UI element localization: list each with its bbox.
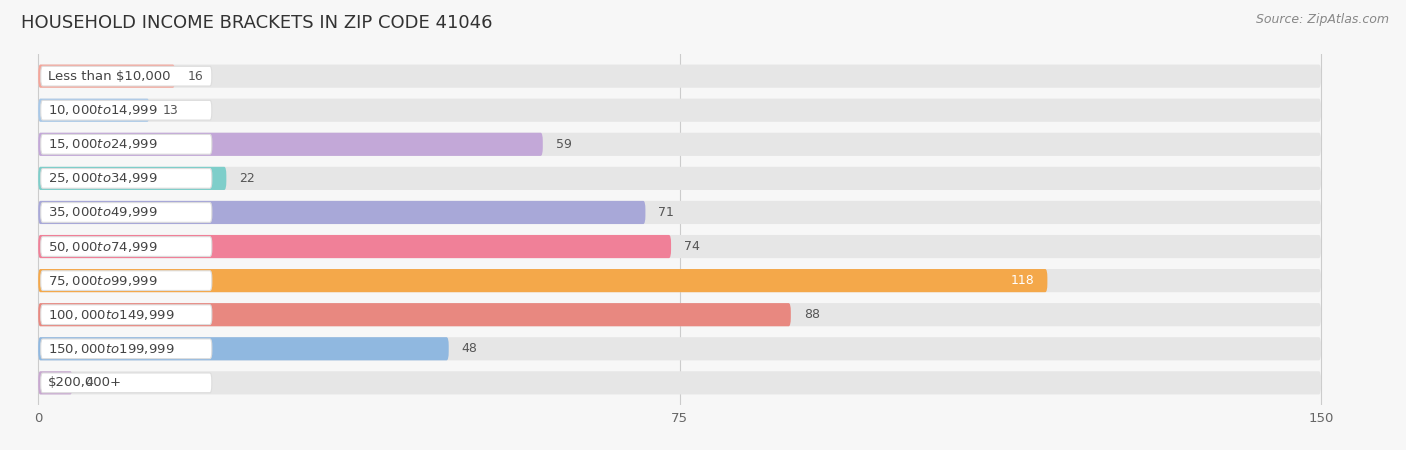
- FancyBboxPatch shape: [38, 337, 449, 360]
- Text: 48: 48: [461, 342, 478, 355]
- FancyBboxPatch shape: [41, 202, 212, 222]
- Text: $25,000 to $34,999: $25,000 to $34,999: [48, 171, 157, 185]
- FancyBboxPatch shape: [38, 64, 174, 88]
- Text: $15,000 to $24,999: $15,000 to $24,999: [48, 137, 157, 151]
- FancyBboxPatch shape: [38, 167, 226, 190]
- Text: 22: 22: [239, 172, 254, 185]
- FancyBboxPatch shape: [38, 303, 1322, 326]
- Text: HOUSEHOLD INCOME BRACKETS IN ZIP CODE 41046: HOUSEHOLD INCOME BRACKETS IN ZIP CODE 41…: [21, 14, 492, 32]
- Text: 88: 88: [804, 308, 820, 321]
- FancyBboxPatch shape: [41, 271, 212, 290]
- FancyBboxPatch shape: [41, 305, 212, 324]
- Text: 13: 13: [162, 104, 179, 117]
- FancyBboxPatch shape: [41, 135, 212, 154]
- Text: Less than $10,000: Less than $10,000: [48, 70, 170, 83]
- Text: Source: ZipAtlas.com: Source: ZipAtlas.com: [1256, 14, 1389, 27]
- Text: $200,000+: $200,000+: [48, 376, 121, 389]
- FancyBboxPatch shape: [38, 269, 1322, 292]
- FancyBboxPatch shape: [41, 339, 212, 359]
- Text: $50,000 to $74,999: $50,000 to $74,999: [48, 239, 157, 253]
- Text: $75,000 to $99,999: $75,000 to $99,999: [48, 274, 157, 288]
- FancyBboxPatch shape: [41, 169, 212, 188]
- FancyBboxPatch shape: [38, 269, 1047, 292]
- Text: 59: 59: [555, 138, 571, 151]
- FancyBboxPatch shape: [38, 133, 543, 156]
- FancyBboxPatch shape: [38, 371, 72, 395]
- Text: 71: 71: [658, 206, 673, 219]
- Text: $150,000 to $199,999: $150,000 to $199,999: [48, 342, 174, 356]
- FancyBboxPatch shape: [38, 371, 1322, 395]
- FancyBboxPatch shape: [38, 99, 149, 122]
- FancyBboxPatch shape: [38, 99, 1322, 122]
- FancyBboxPatch shape: [38, 235, 1322, 258]
- FancyBboxPatch shape: [38, 235, 671, 258]
- Text: $100,000 to $149,999: $100,000 to $149,999: [48, 308, 174, 322]
- FancyBboxPatch shape: [41, 237, 212, 256]
- FancyBboxPatch shape: [41, 66, 212, 86]
- Text: $35,000 to $49,999: $35,000 to $49,999: [48, 206, 157, 220]
- Text: 74: 74: [683, 240, 700, 253]
- FancyBboxPatch shape: [38, 337, 1322, 360]
- FancyBboxPatch shape: [41, 100, 212, 120]
- FancyBboxPatch shape: [38, 133, 1322, 156]
- Text: 118: 118: [1011, 274, 1035, 287]
- FancyBboxPatch shape: [38, 167, 1322, 190]
- FancyBboxPatch shape: [41, 373, 212, 393]
- FancyBboxPatch shape: [38, 201, 645, 224]
- FancyBboxPatch shape: [38, 201, 1322, 224]
- Text: $10,000 to $14,999: $10,000 to $14,999: [48, 103, 157, 117]
- FancyBboxPatch shape: [38, 64, 1322, 88]
- Text: 4: 4: [86, 376, 93, 389]
- FancyBboxPatch shape: [38, 303, 790, 326]
- Text: 16: 16: [188, 70, 204, 83]
